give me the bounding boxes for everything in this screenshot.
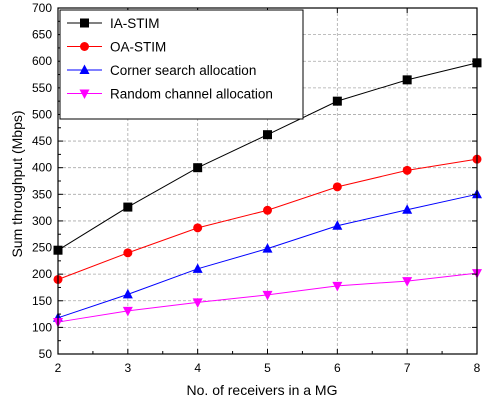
y-tick-label: 700 [32,1,52,15]
data-point [192,298,203,308]
data-point [332,220,343,230]
x-tick-label: 3 [124,361,131,375]
legend-box [59,9,304,120]
data-point [123,248,133,258]
data-point [262,243,273,253]
legend-marker [80,42,89,51]
series-4 [53,269,482,328]
legend-marker [80,18,89,28]
y-tick-label: 250 [32,241,52,255]
data-point [402,204,413,214]
data-point [332,96,342,106]
x-tick-label: 5 [264,361,271,375]
series-2 [53,154,482,284]
data-point [262,290,273,301]
data-point [122,306,133,317]
data-point [122,288,133,299]
legend-marker [79,89,90,99]
legend-entry-3: Corner search allocation [67,63,256,78]
data-point [193,163,203,173]
legend: IA-STIM OA-STIM Corner search allocation Ra… [59,9,304,120]
data-point [123,202,133,212]
legend-entry-1: IA-STIM [67,16,160,31]
axes: 50 100 150 200 250 300 350 400 450 500 550 600 650 70… [32,1,481,375]
x-tick-label: 6 [334,361,341,375]
legend-marker [79,64,90,74]
y-tick-label: 450 [32,134,52,148]
series-3 [53,188,482,322]
data-point [263,130,272,140]
y-tick-label: 300 [32,214,52,228]
data-point [332,182,342,192]
y-tick-label: 100 [32,320,52,334]
y-tick-label: 400 [32,161,52,175]
y-tick-label: 650 [32,28,52,42]
y-tick-label: 150 [32,294,52,308]
legend-label: Corner search allocation [110,63,256,78]
y-tick-label: 600 [32,54,52,68]
data-point [263,205,272,215]
data-point [402,277,413,287]
x-tick-label: 8 [474,361,481,375]
x-tick-label: 4 [194,361,201,375]
y-tick-label: 200 [32,267,52,281]
data-point [402,75,412,85]
data-point [193,223,203,233]
legend-label: Random channel allocation [110,87,273,102]
x-tick-label: 7 [404,361,411,375]
legend-entry-4: Random channel allocation [67,87,273,102]
data-point [402,165,412,175]
legend-entry-2: OA-STIM [67,40,166,55]
y-axis-title: Sum throughput (Mbps) [9,110,25,257]
x-axis-title: No. of receivers in a MG [187,382,338,398]
data-point [332,281,343,292]
y-tick-label: 50 [39,347,53,361]
y-tick-label: 350 [32,187,52,201]
legend-label: OA-STIM [110,40,166,55]
legend-label: IA-STIM [110,16,160,31]
x-tick-label: 2 [55,361,62,375]
y-tick-label: 550 [32,81,52,95]
data-point [192,263,203,273]
y-tick-label: 500 [32,107,52,121]
